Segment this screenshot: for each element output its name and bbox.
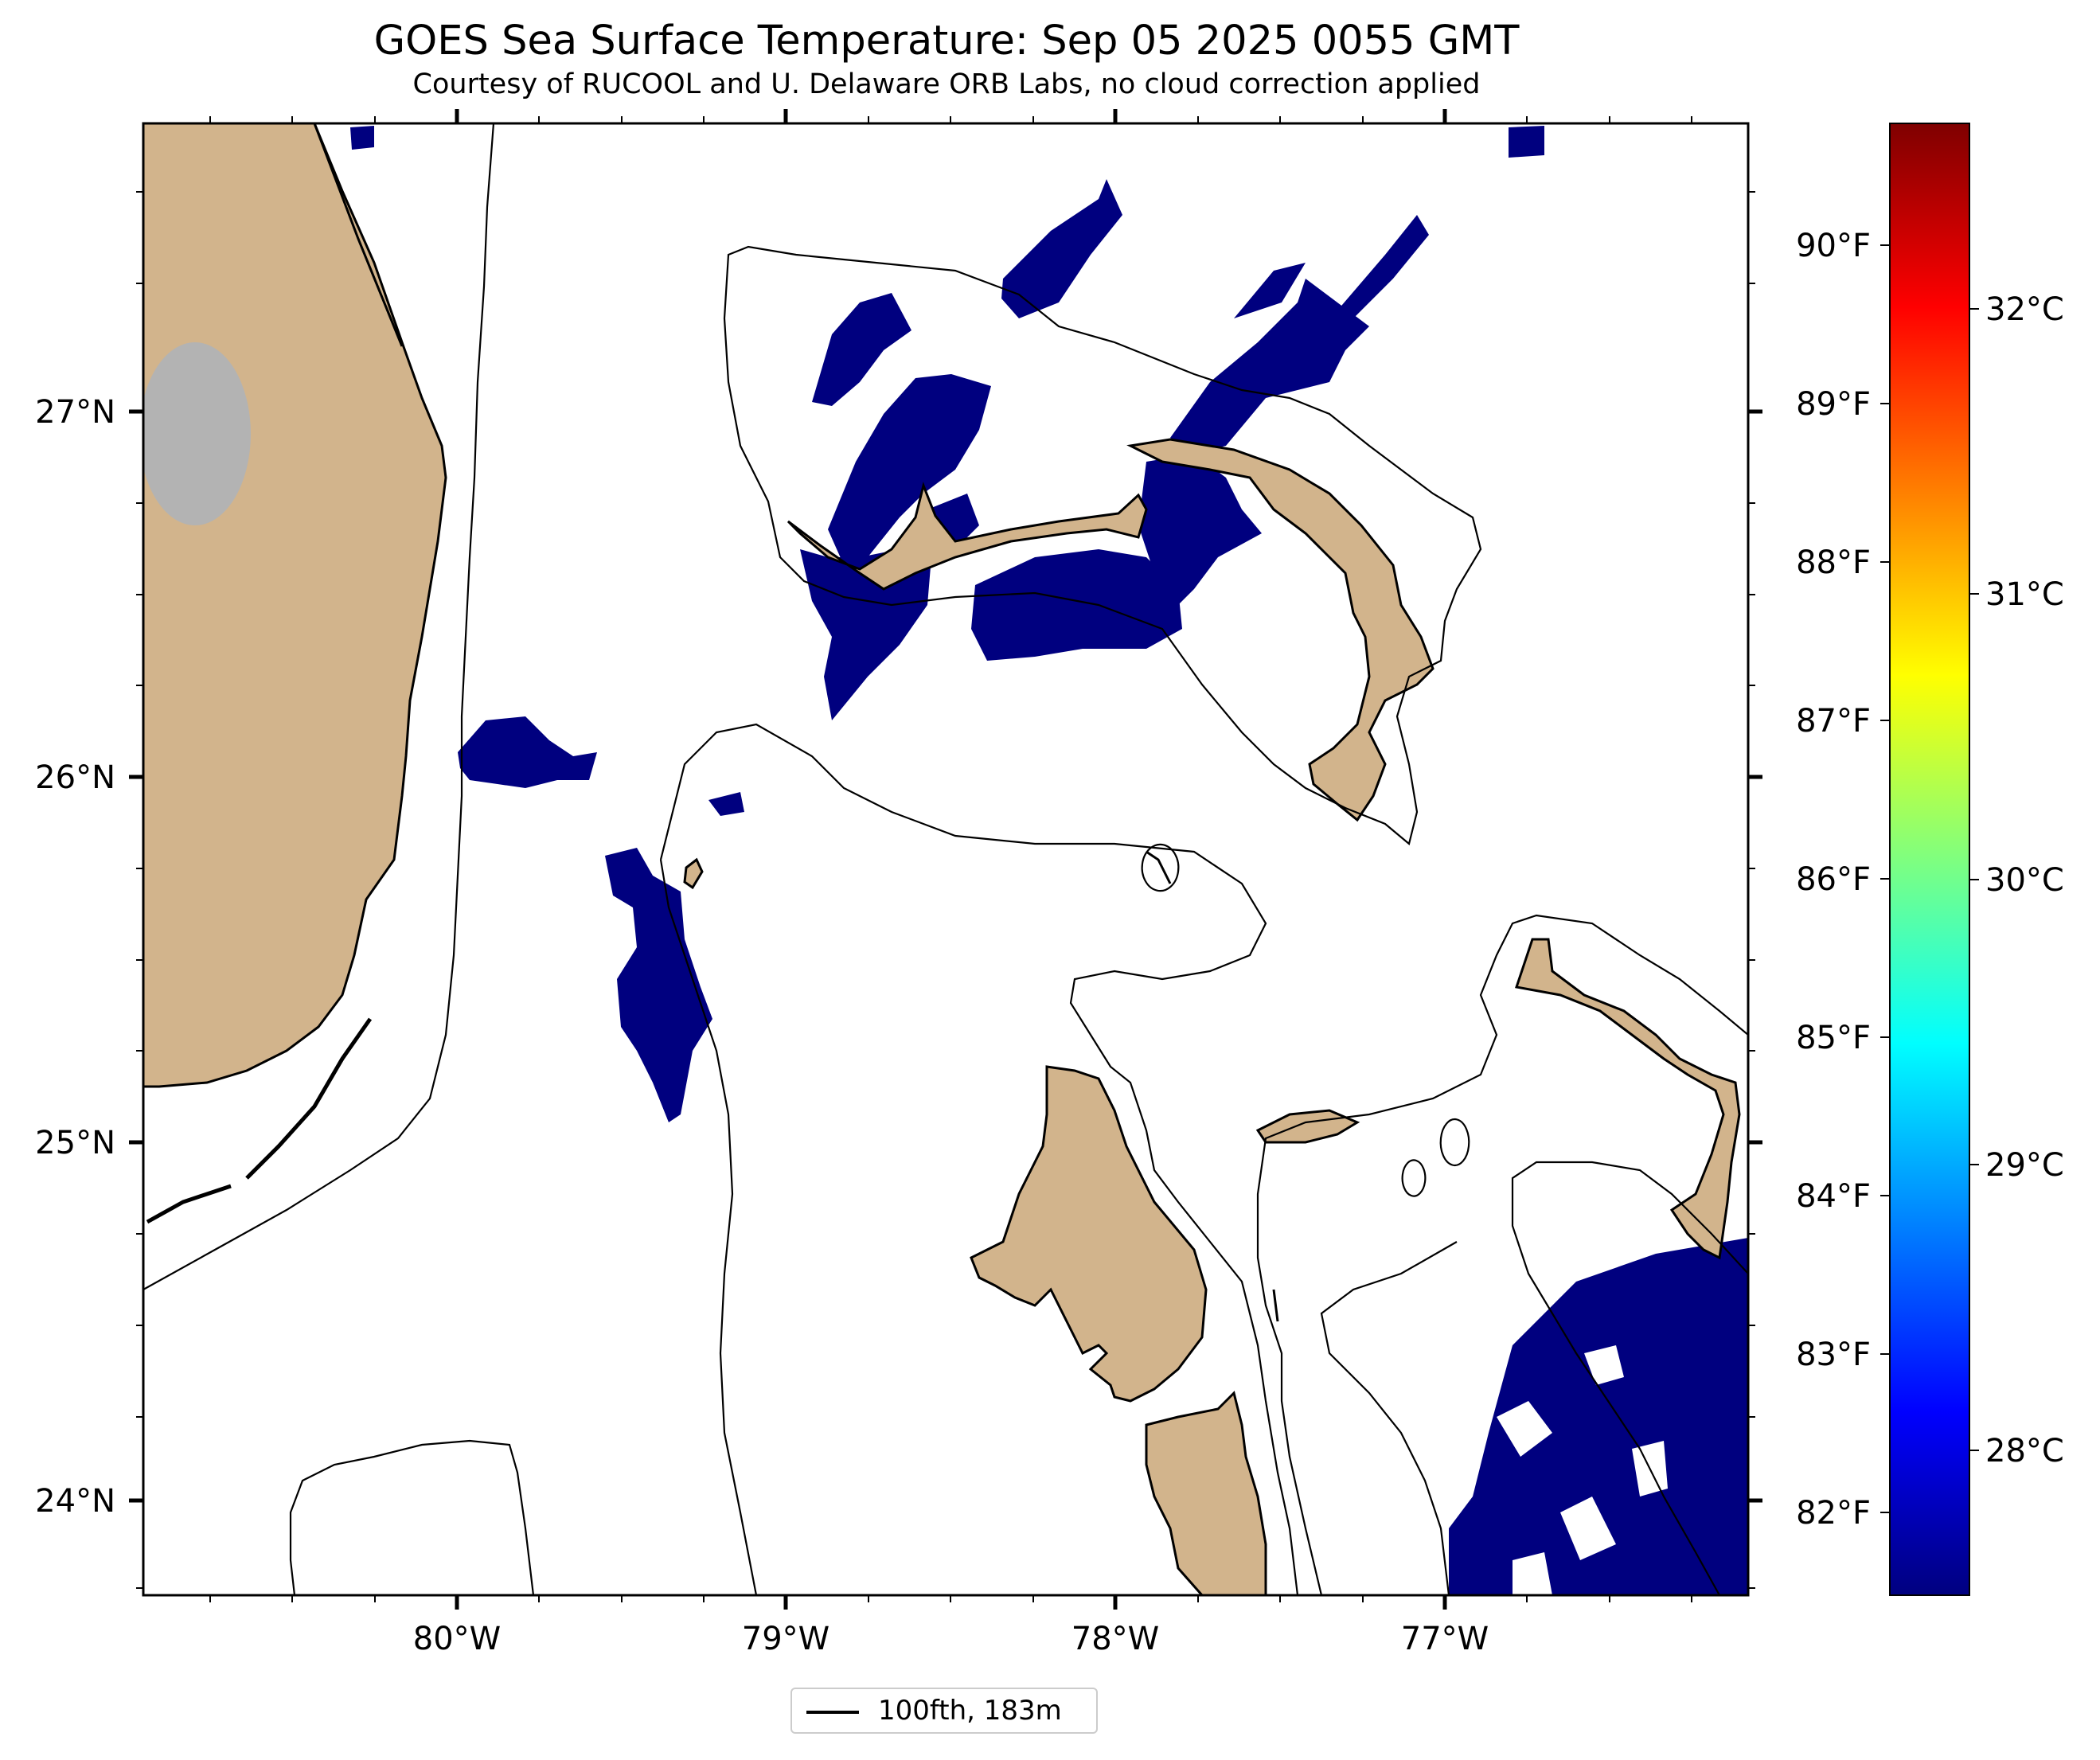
data-gaps (1497, 1345, 1668, 1595)
lat-label: 24°N (35, 1483, 115, 1520)
isobath-100fth (143, 123, 1748, 1595)
sst-patch (1509, 126, 1544, 158)
lat-label: 26°N (35, 759, 115, 796)
andros-land (970, 1065, 1208, 1403)
sst-patch (350, 126, 374, 150)
sst-patch (1170, 279, 1369, 454)
lon-label: 80°W (413, 1621, 501, 1657)
colorbar-c-labels: 32°C 31°C 30°C 29°C 28°C (1985, 291, 2064, 1469)
sst-patch (812, 293, 911, 406)
new-providence-land (1255, 1109, 1360, 1144)
florida-keys (146, 1017, 373, 1224)
map-title: GOES Sea Surface Temperature: Sep 05 202… (373, 18, 1520, 64)
colorbar-c-label: 32°C (1985, 291, 2064, 328)
abaco-land (1126, 438, 1434, 822)
colorbar-c-label: 28°C (1985, 1433, 2064, 1469)
lat-label: 25°N (35, 1125, 115, 1161)
colorbar-f-labels: 90°F 89°F 88°F 87°F 86°F 85°F 84°F 83°F … (1796, 228, 1871, 1532)
andros-south-land (1145, 1391, 1267, 1595)
legend-label: 100fth, 183m (878, 1695, 1062, 1727)
colorbar-c-label: 29°C (1985, 1147, 2064, 1184)
sst-patch (458, 716, 597, 788)
minor-ticks (136, 116, 1755, 1602)
colorbar-c-label: 31°C (1985, 576, 2064, 613)
lon-label: 79°W (742, 1621, 829, 1657)
colorbar-f-label: 90°F (1796, 228, 1871, 264)
colorbar (1889, 123, 1970, 1596)
sst-data-patches (350, 126, 1748, 1595)
florida-land (143, 123, 447, 1088)
colorbar-c-ticks (1969, 308, 1979, 1451)
bimini-land (683, 857, 704, 890)
lat-label: 27°N (35, 394, 115, 431)
colorbar-f-label: 86°F (1796, 861, 1871, 898)
lon-label: 78°W (1071, 1621, 1159, 1657)
colorbar-f-label: 87°F (1796, 703, 1871, 740)
map-frame (142, 122, 1750, 1597)
colorbar-f-label: 82°F (1796, 1495, 1871, 1532)
east-coast-shoal (313, 123, 404, 347)
legend-line-swatch (806, 1711, 859, 1714)
colorbar-f-label: 85°F (1796, 1020, 1871, 1056)
colorbar-c-label: 30°C (1985, 862, 2064, 899)
colorbar-f-ticks (1880, 244, 1890, 1513)
legend: 100fth, 183m (790, 1688, 1098, 1734)
sst-patch (1138, 454, 1262, 605)
longitude-labels: 80°W 79°W 78°W 77°W (413, 1621, 1489, 1657)
sst-patch (1001, 179, 1122, 318)
sst-patch (828, 374, 991, 565)
sst-patch (971, 549, 1182, 661)
sst-patch (708, 792, 744, 816)
colorbar-f-label: 89°F (1796, 386, 1871, 423)
major-ticks (129, 109, 1762, 1610)
grand-bahama-land (787, 482, 1148, 591)
sst-patch (1234, 263, 1306, 318)
sst-patch (605, 848, 712, 1122)
lon-label: 77°W (1401, 1621, 1489, 1657)
latitude-labels: 27°N 26°N 25°N 24°N (35, 394, 115, 1520)
berry-islands-land (1146, 850, 1279, 1322)
colorbar-f-label: 88°F (1796, 544, 1871, 581)
colorbar-f-label: 84°F (1796, 1178, 1871, 1215)
sst-patch (1449, 1238, 1748, 1595)
map-subtitle: Courtesy of RUCOOL and U. Delaware ORB L… (412, 68, 1481, 100)
colorbar-f-label: 83°F (1796, 1337, 1871, 1373)
sst-patch (1337, 215, 1429, 318)
eleuthera-land (1515, 938, 1741, 1260)
lake-okeechobee (143, 342, 251, 525)
